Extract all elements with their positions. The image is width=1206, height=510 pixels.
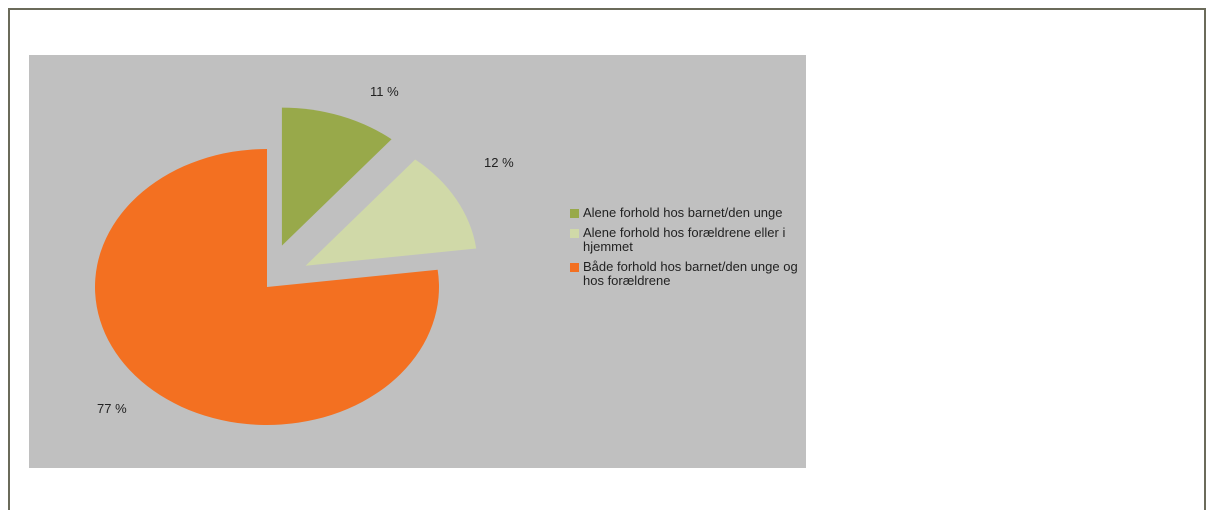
pie-slice-alene-barnet xyxy=(281,107,392,246)
chart-frame xyxy=(8,8,1206,510)
data-label-slice-3: 77 % xyxy=(97,401,127,416)
legend-item: Både forhold hos barnet/den unge og hos … xyxy=(570,260,805,288)
legend-label: Alene forhold hos barnet/den unge xyxy=(583,205,783,220)
legend-item: Alene forhold hos forældrene eller i hje… xyxy=(570,226,805,254)
data-label-slice-2: 12 % xyxy=(484,155,514,170)
legend-label: Både forhold hos barnet/den unge og hos … xyxy=(583,259,798,288)
legend-swatch xyxy=(570,263,579,272)
data-label-slice-1: 11 % xyxy=(370,84,399,99)
legend-item: Alene forhold hos barnet/den unge xyxy=(570,206,805,220)
pie-slice-baade xyxy=(95,149,440,426)
legend: Alene forhold hos barnet/den unge Alene … xyxy=(570,206,805,294)
pie-slice-alene-foraeldrene xyxy=(305,159,477,266)
legend-swatch xyxy=(570,229,579,238)
legend-label: Alene forhold hos forældrene eller i hje… xyxy=(583,225,786,254)
legend-swatch xyxy=(570,209,579,218)
